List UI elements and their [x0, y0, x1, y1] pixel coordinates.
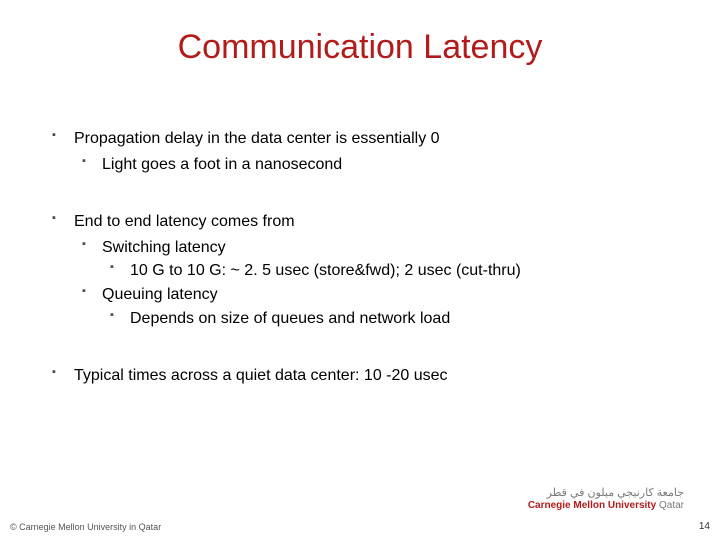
bullet-item: Queuing latency Depends on size of queue…: [74, 284, 672, 329]
slide-footer: جامعة كارنيجي ميلون في قطر Carnegie Mell…: [0, 488, 720, 540]
logo-arabic-text: جامعة كارنيجي ميلون في قطر: [514, 486, 684, 499]
bullet-text: Switching latency: [102, 239, 226, 256]
logo-en-main: Carnegie Mellon University: [528, 500, 656, 511]
bullet-item: End to end latency comes from Switching …: [48, 211, 672, 329]
logo-en-sub: Qatar: [659, 500, 684, 511]
bullet-list: Propagation delay in the data center is …: [48, 128, 672, 387]
slide-body: Propagation delay in the data center is …: [48, 128, 672, 423]
bullet-item: Switching latency 10 G to 10 G: ~ 2. 5 u…: [74, 237, 672, 282]
bullet-item: Propagation delay in the data center is …: [48, 128, 672, 175]
bullet-text: Light goes a foot in a nanosecond: [102, 156, 342, 173]
bullet-text: 10 G to 10 G: ~ 2. 5 usec (store&fwd); 2…: [130, 262, 521, 279]
page-number: 14: [699, 521, 710, 532]
bullet-item: Light goes a foot in a nanosecond: [74, 154, 672, 176]
bullet-text: Queuing latency: [102, 286, 218, 303]
bullet-text: Propagation delay in the data center is …: [74, 130, 440, 147]
cmu-qatar-logo: جامعة كارنيجي ميلون في قطر Carnegie Mell…: [514, 486, 684, 518]
bullet-text: Depends on size of queues and network lo…: [130, 310, 450, 327]
bullet-item: 10 G to 10 G: ~ 2. 5 usec (store&fwd); 2…: [102, 260, 672, 282]
bullet-item: Typical times across a quiet data center…: [48, 365, 672, 387]
slide-title: Communication Latency: [0, 28, 720, 67]
bullet-item: Depends on size of queues and network lo…: [102, 308, 672, 330]
slide: Communication Latency Propagation delay …: [0, 0, 720, 540]
bullet-text: End to end latency comes from: [74, 213, 295, 230]
copyright-text: © Carnegie Mellon University in Qatar: [10, 522, 161, 532]
logo-english-text: Carnegie Mellon University Qatar: [514, 500, 684, 511]
bullet-text: Typical times across a quiet data center…: [74, 367, 448, 384]
